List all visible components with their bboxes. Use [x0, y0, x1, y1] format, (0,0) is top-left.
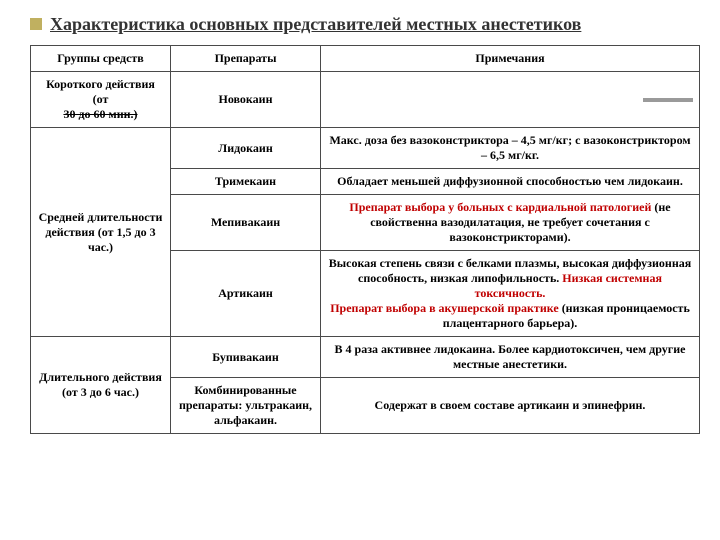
group-medium-label: Средней длительности действия (от 1,5 до…: [31, 128, 171, 337]
drug-cell: Артикаин: [171, 251, 321, 337]
title-bullet: [30, 18, 42, 30]
page-title: Характеристика основных представителей м…: [50, 14, 581, 35]
text-red: Препарат выбора у больных с кардиальной …: [349, 200, 654, 214]
text: Короткого действия (от: [46, 77, 155, 106]
group-long-label: Длительного действия (от 3 до 6 час.): [31, 337, 171, 434]
note-cell: Высокая степень связи с белками плазмы, …: [321, 251, 700, 337]
note-cell: В 4 раза активнее лидокаина. Более карди…: [321, 337, 700, 378]
drug-cell: Лидокаин: [171, 128, 321, 169]
group-short-label: Короткого действия (от 30 до 60 мин.): [31, 72, 171, 128]
table-header-row: Группы средств Препараты Примечания: [31, 46, 700, 72]
table-row: Длительного действия (от 3 до 6 час.) Бу…: [31, 337, 700, 378]
drug-cell: Тримекаин: [171, 169, 321, 195]
col-groups: Группы средств: [31, 46, 171, 72]
drug-cell: Новокаин: [171, 72, 321, 128]
drug-cell: Мепивакаин: [171, 195, 321, 251]
note-cell: Макс. доза без вазоконстриктора – 4,5 мг…: [321, 128, 700, 169]
table-row: Средней длительности действия (от 1,5 до…: [31, 128, 700, 169]
note-cell: [321, 72, 700, 128]
note-cell: Препарат выбора у больных с кардиальной …: [321, 195, 700, 251]
gray-bar-icon: [643, 98, 693, 102]
anesthetics-table: Группы средств Препараты Примечания Коро…: [30, 45, 700, 434]
drug-cell: Бупивакаин: [171, 337, 321, 378]
drug-cell: Комбинированные препараты: ультракаин, а…: [171, 378, 321, 434]
note-cell: Содержат в своем составе артикаин и эпин…: [321, 378, 700, 434]
col-drugs: Препараты: [171, 46, 321, 72]
note-cell: Обладает меньшей диффузионной способност…: [321, 169, 700, 195]
text-strike: 30 до 60 мин.): [63, 107, 137, 121]
col-notes: Примечания: [321, 46, 700, 72]
table-row: Короткого действия (от 30 до 60 мин.) Но…: [31, 72, 700, 128]
text-red: Препарат выбора в акушерской практике: [330, 301, 561, 315]
